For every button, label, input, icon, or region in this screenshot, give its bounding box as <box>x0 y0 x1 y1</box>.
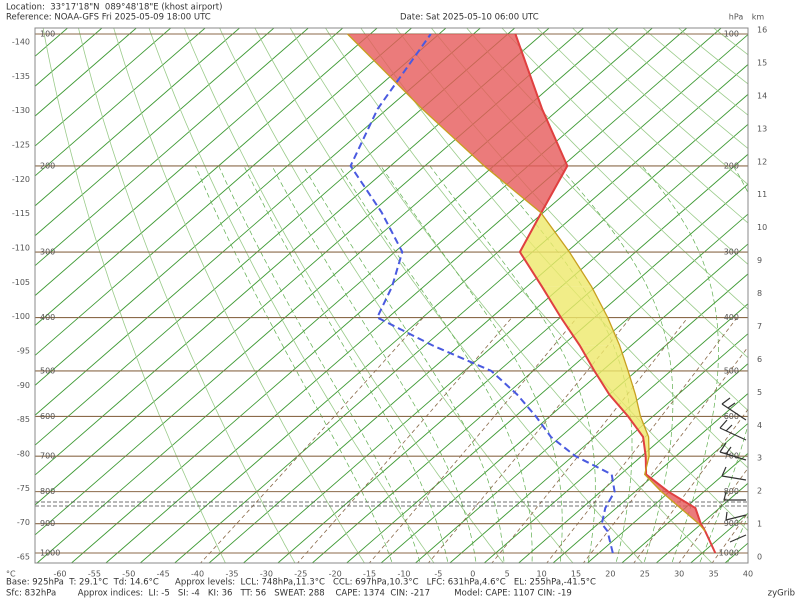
pressure-tick-label: 800 <box>40 487 55 496</box>
x-axis-label: °C <box>6 570 16 579</box>
pressure-label: hPa <box>729 13 744 22</box>
pressure-tick-label: 600 <box>40 412 55 421</box>
pressure-tick-label: 200 <box>724 161 739 170</box>
footer-indices: Sfc: 832hPa Approx indices: LI: -5 SI: -… <box>6 589 572 599</box>
pressure-tick-label: 300 <box>724 248 739 257</box>
left-tick-label: -75 <box>17 484 30 493</box>
height-tick-label: 2 <box>757 487 762 496</box>
pressure-tick-label: 800 <box>724 487 739 496</box>
pressure-tick-label: 200 <box>40 161 55 170</box>
height-tick-label: 12 <box>757 157 767 166</box>
left-tick-label: -115 <box>12 209 30 218</box>
pressure-tick-label: 400 <box>724 313 739 322</box>
height-tick-label: 6 <box>757 355 762 364</box>
height-tick-label: 3 <box>757 454 762 463</box>
pressure-tick-label: 400 <box>40 313 55 322</box>
reference: Reference: NOAA-GFS Fri 2025-05-09 18:00… <box>6 13 211 23</box>
left-tick-label: -125 <box>12 141 30 150</box>
left-tick-label: -130 <box>12 106 30 115</box>
x-tick-label: 30 <box>674 570 684 579</box>
height-tick-label: 11 <box>757 190 767 199</box>
pressure-tick-label: 1000 <box>719 549 739 558</box>
x-tick-label: 35 <box>709 570 719 579</box>
pressure-tick-label: 100 <box>40 30 55 39</box>
pressure-tick-label: 900 <box>724 519 739 528</box>
height-label: km <box>752 13 765 22</box>
left-tick-label: -90 <box>17 381 30 390</box>
left-tick-label: -95 <box>17 347 30 356</box>
left-tick-label: -140 <box>12 38 30 47</box>
pressure-tick-label: 300 <box>40 248 55 257</box>
height-tick-label: 16 <box>757 26 767 35</box>
height-tick-label: 4 <box>757 421 762 430</box>
pressure-tick-label: 700 <box>40 452 55 461</box>
x-tick-label: 20 <box>605 570 615 579</box>
left-tick-label: -80 <box>17 450 30 459</box>
x-tick-label: 25 <box>640 570 650 579</box>
left-tick-label: -65 <box>17 553 30 562</box>
pressure-tick-label: 100 <box>724 30 739 39</box>
height-tick-label: 5 <box>757 388 762 397</box>
credit: zyGrib <box>768 589 795 599</box>
left-tick-label: -70 <box>17 518 30 527</box>
height-tick-label: 14 <box>757 91 767 100</box>
pressure-tick-label: 900 <box>40 519 55 528</box>
height-tick-label: 7 <box>757 322 762 331</box>
left-tick-label: -135 <box>12 72 30 81</box>
height-tick-label: 15 <box>757 58 767 67</box>
left-tick-label: -110 <box>12 244 30 253</box>
pressure-tick-label: 500 <box>724 366 739 375</box>
location: Location: 33°17'18"N 089°48'18"E (khost … <box>6 3 222 13</box>
pressure-tick-label: 500 <box>40 366 55 375</box>
left-tick-label: -120 <box>12 175 30 184</box>
height-tick-label: 0 <box>757 553 762 562</box>
footer-levels: Base: 925hPa T: 29.1°C Td: 14.6°C Approx… <box>6 578 596 588</box>
pressure-tick-label: 1000 <box>40 549 60 558</box>
height-tick-label: 10 <box>757 223 767 232</box>
height-tick-label: 8 <box>757 289 762 298</box>
left-tick-label: -100 <box>12 312 30 321</box>
height-tick-label: 13 <box>757 124 767 133</box>
x-tick-label: 40 <box>743 570 753 579</box>
date: Date: Sat 2025-05-10 06:00 UTC <box>400 13 539 23</box>
height-tick-label: 1 <box>757 520 762 529</box>
height-tick-label: 9 <box>757 256 762 265</box>
left-tick-label: -105 <box>12 278 30 287</box>
left-tick-label: -85 <box>17 415 30 424</box>
